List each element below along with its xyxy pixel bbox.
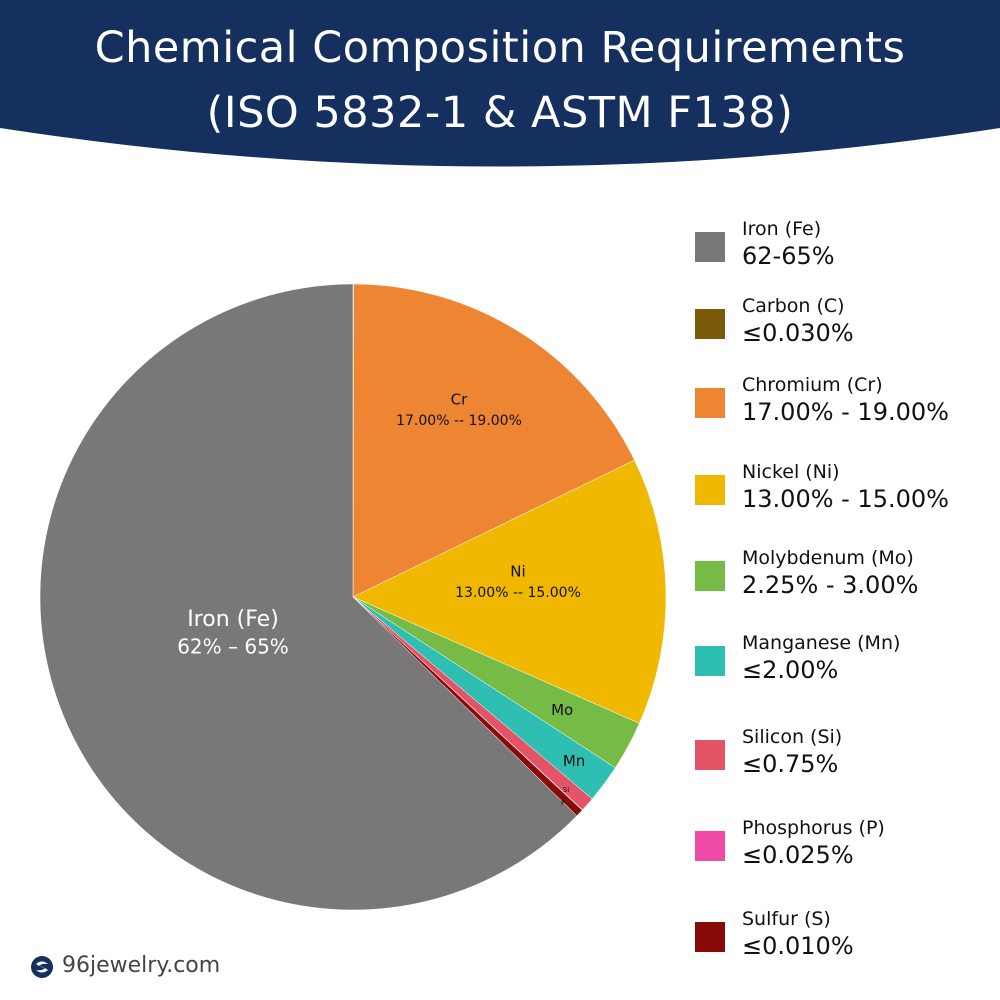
- legend-item: Phosphorus (P) ≤0.025%: [695, 817, 995, 887]
- slice-label-iron: Iron (Fe): [187, 607, 279, 632]
- slice-label-phosphorus: P: [561, 799, 565, 807]
- legend-name: Silicon (Si): [742, 726, 843, 748]
- legend-item: Carbon (C) ≤0.030%: [695, 295, 995, 365]
- legend-swatch: [695, 388, 725, 418]
- legend-swatch: [695, 922, 725, 952]
- legend-item: Sulfur (S) ≤0.010%: [695, 908, 995, 978]
- pie-slice-iron: [39, 283, 578, 911]
- legend-range: ≤0.010%: [742, 932, 854, 960]
- brand-name: 96jewelry.com: [62, 953, 221, 978]
- legend-range: ≤0.025%: [742, 841, 854, 869]
- legend-name: Chromium (Cr): [742, 374, 883, 396]
- slice-label-molybdenum: Mo: [551, 701, 573, 719]
- brand-logo-icon: [31, 956, 53, 978]
- legend-name: Sulfur (S): [742, 908, 831, 930]
- pie-chart: Cr 17.00% -- 19.00% Ni 13.00% -- 15.00% Mo Mn…: [39, 283, 667, 911]
- pie-slice-nickel: [352, 459, 667, 724]
- legend-name: Manganese (Mn): [742, 632, 901, 654]
- legend-swatch: [695, 831, 725, 861]
- legend-name: Phosphorus (P): [742, 817, 885, 839]
- legend-name: Iron (Fe): [742, 218, 822, 240]
- legend-range: 17.00% - 19.00%: [742, 398, 949, 426]
- legend-item: Chromium (Cr) 17.00% - 19.00%: [695, 374, 995, 444]
- legend-range: ≤0.030%: [742, 319, 854, 347]
- legend-item: Molybdenum (Mo) 2.25% - 3.00%: [695, 547, 995, 617]
- legend-range: ≤0.75%: [742, 750, 839, 778]
- slice-label-nickel: Ni: [510, 563, 525, 581]
- legend-name: Molybdenum (Mo): [742, 547, 914, 569]
- legend-range: 2.25% - 3.00%: [742, 571, 919, 599]
- legend-item: Manganese (Mn) ≤2.00%: [695, 632, 995, 702]
- legend-name: Nickel (Ni): [742, 461, 840, 483]
- legend-swatch: [695, 646, 725, 676]
- pie-slice-chromium: [352, 283, 635, 598]
- slice-label-silicon: Si: [563, 786, 569, 794]
- legend-swatch: [695, 309, 725, 339]
- slice-label-manganese: Mn: [563, 752, 585, 770]
- legend-range: 13.00% - 15.00%: [742, 485, 949, 513]
- legend-range: ≤2.00%: [742, 656, 839, 684]
- legend-item: Iron (Fe) 62-65%: [695, 218, 995, 288]
- legend-swatch: [695, 740, 725, 770]
- chart-title-line-1: Chemical Composition Requirements: [94, 23, 906, 73]
- chart-title-line-2: (ISO 5832-1 & ASTM F138): [206, 88, 794, 138]
- slice-range-chromium: 17.00% -- 19.00%: [396, 413, 522, 429]
- legend-item: Silicon (Si) ≤0.75%: [695, 726, 995, 796]
- header-banner: [0, 0, 1000, 167]
- header-banner-shape: [0, 0, 1000, 167]
- slice-range-iron: 62% – 65%: [177, 635, 289, 659]
- legend-range: 62-65%: [742, 242, 835, 270]
- legend-swatch: [695, 561, 725, 591]
- slice-label-chromium: Cr: [451, 391, 468, 409]
- slice-range-nickel: 13.00% -- 15.00%: [455, 585, 581, 601]
- legend-swatch: [695, 475, 725, 505]
- legend-name: Carbon (C): [742, 295, 845, 317]
- legend-swatch: [695, 232, 725, 262]
- legend-item: Nickel (Ni) 13.00% - 15.00%: [695, 461, 995, 531]
